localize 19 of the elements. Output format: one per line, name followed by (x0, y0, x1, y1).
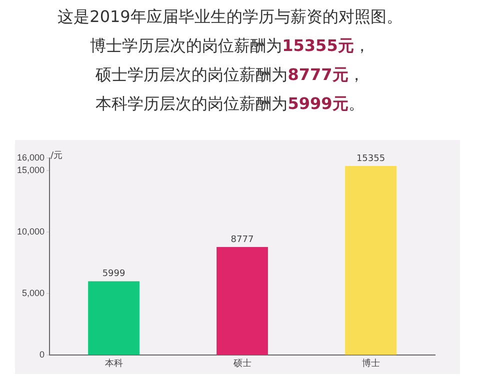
bar (216, 247, 268, 355)
data-label: 15355 (356, 154, 386, 164)
x-tick-label: 本科 (104, 358, 123, 368)
y-tick-label: 0 (40, 350, 45, 360)
data-label: 8777 (230, 234, 254, 245)
y-axis-title: /元 (50, 150, 63, 161)
bar (88, 281, 140, 355)
y-tick-label: 15,000 (16, 164, 45, 175)
text: 博士学历层次的岗位薪酬为15355元， (90, 36, 370, 55)
bar (345, 166, 396, 355)
chart-title: 这是2019年应届毕业生的学历与薪资的对照图。 (56, 6, 404, 28)
text: 本科学历层次的岗位薪酬为5999元。 (96, 94, 364, 113)
data-label: 5999 (102, 269, 126, 280)
text: 硕士学历层次的岗位薪酬为8777元， (96, 65, 364, 84)
x-tick-label: 博士 (362, 358, 380, 368)
y-tick-label: 16,000 (16, 152, 45, 162)
y-tick-label: 10,000 (16, 226, 45, 236)
y-tick-label: 5,000 (22, 288, 45, 298)
x-tick-label: 硕士 (232, 358, 252, 368)
